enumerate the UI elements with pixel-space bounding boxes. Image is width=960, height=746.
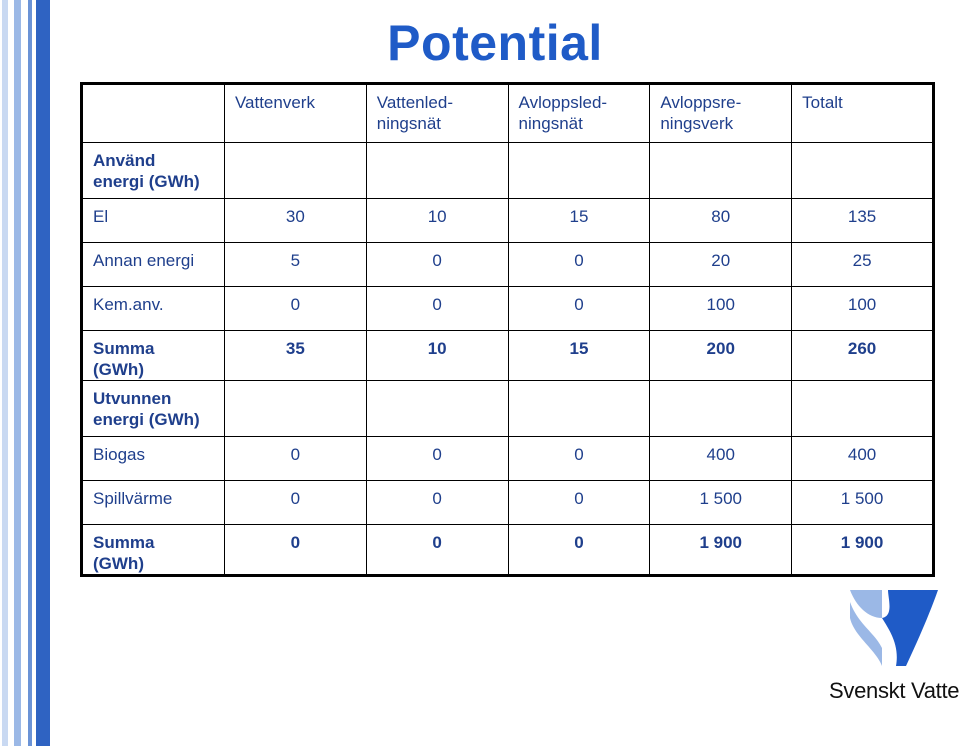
- table-cell-value: [791, 142, 934, 199]
- table-row: Kem.anv. 0 0 0 100 100: [81, 286, 934, 331]
- table-cell-label: El: [81, 198, 225, 243]
- table-cell-value: [649, 142, 793, 199]
- table-cell-value: 400: [791, 436, 934, 481]
- table-cell-value: 1 900: [791, 524, 934, 576]
- table-cell-value: 0: [507, 436, 651, 481]
- column-header: Totalt: [791, 83, 934, 143]
- table-cell-value: 10: [365, 330, 509, 381]
- table-cell-value: 0: [365, 242, 509, 287]
- table-cell-label: Summa (GWh): [81, 330, 225, 381]
- table-cell-value: 0: [365, 436, 509, 481]
- table-cell-value: 25: [791, 242, 934, 287]
- table-section-row: Utvunnen energi (GWh): [81, 380, 934, 437]
- table-cell-value: 5: [223, 242, 367, 287]
- table-row: Spillvärme 0 0 0 1 500 1 500: [81, 480, 934, 525]
- table-cell-value: 20: [649, 242, 793, 287]
- table-cell-value: 10: [365, 198, 509, 243]
- table-header-row: Vattenverk Vattenled-ningsnät Avloppsled-n…: [81, 83, 934, 143]
- stripe: [14, 0, 21, 746]
- table-cell-value: [223, 380, 367, 437]
- table-cell-value: 0: [507, 286, 651, 331]
- table-cell-label: Använd energi (GWh): [81, 142, 225, 199]
- svenskt-vatten-logo-icon: [850, 590, 938, 666]
- table-cell-value: 0: [223, 286, 367, 331]
- table-cell-value: [649, 380, 793, 437]
- table-cell-value: [365, 380, 509, 437]
- table-cell-value: 0: [365, 286, 509, 331]
- table-cell-label: Utvunnen energi (GWh): [81, 380, 225, 437]
- table-cell-label: Annan energi: [81, 242, 225, 287]
- table-cell-label: Kem.anv.: [81, 286, 225, 331]
- table-cell-value: 0: [223, 436, 367, 481]
- column-header: [81, 83, 225, 143]
- table-cell-value: 135: [791, 198, 934, 243]
- table-cell-value: 15: [507, 198, 651, 243]
- column-header: Vattenled-ningsnät: [365, 83, 509, 143]
- table-cell-value: 80: [649, 198, 793, 243]
- table-cell-value: 0: [365, 480, 509, 525]
- column-header: Avloppsled-ningsnät: [507, 83, 651, 143]
- table-row: El 30 10 15 80 135: [81, 198, 934, 243]
- table-cell-value: 15: [507, 330, 651, 381]
- table-row: Summa (GWh) 0 0 0 1 900 1 900: [81, 524, 934, 576]
- table-cell-value: 100: [791, 286, 934, 331]
- stripe: [28, 0, 32, 746]
- table-cell-value: [223, 142, 367, 199]
- table-cell-value: 1 900: [649, 524, 793, 576]
- brand-name: Svenskt Vatten: [829, 678, 960, 703]
- table-cell-value: 1 500: [791, 480, 934, 525]
- table-cell-value: [365, 142, 509, 199]
- table-cell-value: [507, 380, 651, 437]
- table-cell-value: 0: [223, 480, 367, 525]
- table-cell-label: Summa (GWh): [81, 524, 225, 576]
- table-cell-label: Biogas: [81, 436, 225, 481]
- table-cell-value: 400: [649, 436, 793, 481]
- table-cell-value: [507, 142, 651, 199]
- table-cell-value: 0: [507, 480, 651, 525]
- table-cell-value: 200: [649, 330, 793, 381]
- table-cell-value: 0: [223, 524, 367, 576]
- table-cell-value: [791, 380, 934, 437]
- decorative-stripes: [0, 0, 52, 746]
- table-cell-value: 0: [507, 242, 651, 287]
- table-cell-value: 1 500: [649, 480, 793, 525]
- column-header: Vattenverk: [223, 83, 367, 143]
- table-cell-value: 30: [223, 198, 367, 243]
- table-cell-value: 0: [365, 524, 509, 576]
- table-row: Biogas 0 0 0 400 400: [81, 436, 934, 481]
- table-cell-label: Spillvärme: [81, 480, 225, 525]
- energy-table: Vattenverk Vattenled-ningsnät Avloppsled-n…: [80, 82, 935, 577]
- table-cell-value: 260: [791, 330, 934, 381]
- table-row: Summa (GWh) 35 10 15 200 260: [81, 330, 934, 381]
- table-section-row: Använd energi (GWh): [81, 142, 934, 199]
- table-cell-value: 35: [223, 330, 367, 381]
- stripe: [2, 0, 8, 746]
- page-title: Potential: [387, 15, 603, 71]
- table-cell-value: 100: [649, 286, 793, 331]
- table-row: Annan energi 5 0 0 20 25: [81, 242, 934, 287]
- stripe: [36, 0, 50, 746]
- table-cell-value: 0: [507, 524, 651, 576]
- column-header: Avloppsre-ningsverk: [649, 83, 793, 143]
